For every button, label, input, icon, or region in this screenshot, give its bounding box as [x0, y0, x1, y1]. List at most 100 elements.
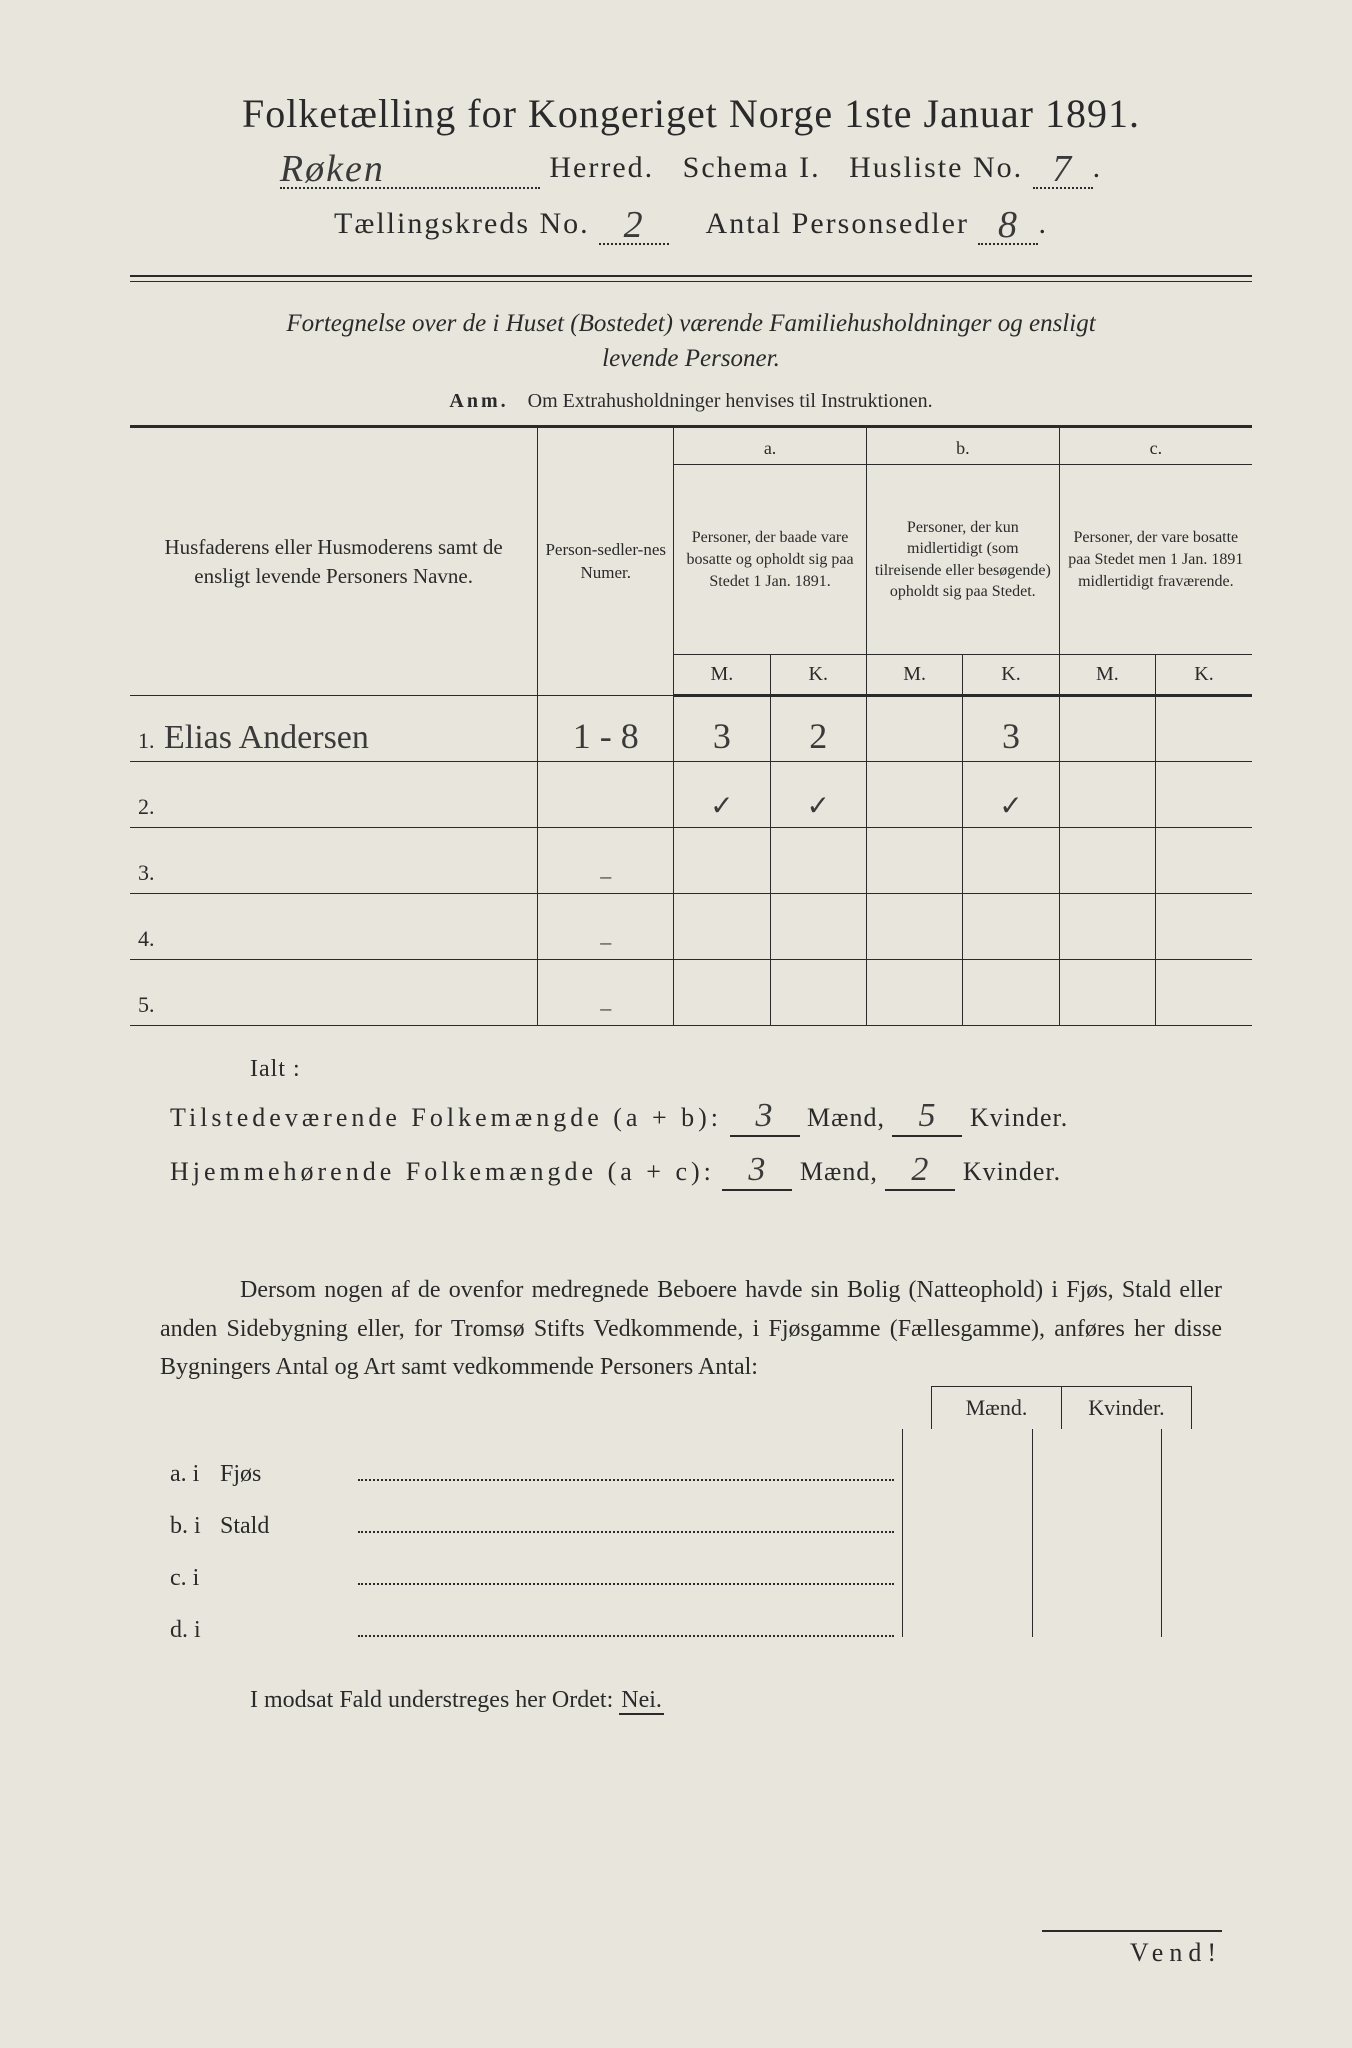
side-row: b. iStald — [160, 1481, 1222, 1533]
personsedler-value: 8 — [998, 204, 1019, 246]
summary1-label: Tilstedeværende Folkemængde (a + b): — [170, 1103, 722, 1132]
col-b-text: Personer, der kun midlertidigt (som tilr… — [866, 465, 1059, 655]
table-cell — [1156, 696, 1252, 762]
row-number: 1. — [138, 728, 164, 754]
personsedler-label: Antal Personsedler — [706, 207, 969, 240]
kreds-label: Tællingskreds No. — [334, 207, 590, 240]
side-cell-m — [902, 1585, 1032, 1637]
summary1-k: 5 — [918, 1097, 936, 1134]
row-number: 4. — [138, 926, 164, 952]
table-cell — [674, 960, 770, 1026]
side-cell-k — [1032, 1533, 1162, 1585]
row-number: 5. — [138, 992, 164, 1018]
side-row: d. i — [160, 1585, 1222, 1637]
summary2-k: 2 — [911, 1151, 929, 1188]
table-cell — [1156, 762, 1252, 828]
col-c-m: M. — [1059, 655, 1155, 696]
col-a-k: K. — [770, 655, 866, 696]
kreds-value: 2 — [624, 204, 645, 246]
census-table: Husfaderens eller Husmoderens samt de en… — [130, 425, 1252, 1026]
table-cell — [866, 696, 962, 762]
paragraph: Dersom nogen af de ovenfor medregnede Be… — [130, 1271, 1252, 1386]
table-cell: – — [538, 960, 674, 1026]
side-row-lab: b. i — [160, 1513, 220, 1540]
document-page: Folketælling for Kongeriget Norge 1ste J… — [0, 0, 1352, 2048]
subheading-line2: levende Personer. — [602, 345, 780, 372]
annotation-line: Anm. Om Extrahusholdninger henvises til … — [130, 390, 1252, 413]
kvinder-label-2: Kvinder. — [963, 1157, 1061, 1186]
summary1-m-field: 3 — [730, 1097, 800, 1137]
husliste-value: 7 — [1052, 148, 1073, 190]
table-cell — [1059, 894, 1155, 960]
side-cell-k — [1032, 1429, 1162, 1481]
table-cell — [963, 960, 1059, 1026]
table-row: 4.– — [130, 894, 1252, 960]
maend-label: Mænd, — [807, 1103, 885, 1132]
table-cell — [866, 828, 962, 894]
table-cell — [770, 960, 866, 1026]
row-number: 3. — [138, 860, 164, 886]
table-cell — [538, 762, 674, 828]
table-cell: 4. — [130, 894, 538, 960]
table-cell — [963, 894, 1059, 960]
side-kvinder-label: Kvinder. — [1062, 1387, 1192, 1429]
nei-word: Nei. — [619, 1687, 664, 1715]
side-row-lab: c. i — [160, 1565, 220, 1592]
side-cell-m — [902, 1429, 1032, 1481]
row-number: 2. — [138, 794, 164, 820]
anm-text: Om Extrahusholdninger henvises til Instr… — [528, 390, 933, 412]
table-cell — [963, 828, 1059, 894]
table-cell — [1156, 894, 1252, 960]
summary2-label: Hjemmehørende Folkemængde (a + c): — [170, 1157, 715, 1186]
table-row: 1.Elias Andersen1 - 8323 — [130, 696, 1252, 762]
table-cell — [1059, 762, 1155, 828]
dotted-line — [358, 1567, 894, 1585]
table-cell — [770, 894, 866, 960]
table-cell: 1.Elias Andersen — [130, 696, 538, 762]
summary-line-2: Hjemmehørende Folkemængde (a + c): 3 Mæn… — [130, 1151, 1252, 1191]
anm-label: Anm. — [449, 390, 508, 412]
table-cell: ✓ — [674, 762, 770, 828]
content-area: Folketælling for Kongeriget Norge 1ste J… — [130, 90, 1252, 1988]
side-cell-m — [902, 1533, 1032, 1585]
table-cell — [866, 762, 962, 828]
table-cell — [770, 828, 866, 894]
side-cell-m — [902, 1481, 1032, 1533]
husliste-field: 7 — [1033, 143, 1093, 189]
header-line-2: Røken Herred. Schema I. Husliste No. 7. — [130, 143, 1252, 189]
table-cell: 3. — [130, 828, 538, 894]
divider — [130, 275, 1252, 282]
table-cell — [674, 894, 770, 960]
schema-label: Schema I. — [683, 151, 821, 184]
side-cell-k — [1032, 1481, 1162, 1533]
table-cell: 1 - 8 — [538, 696, 674, 762]
col-b-m: M. — [866, 655, 962, 696]
side-table-header: Mænd. Kvinder. — [130, 1386, 1252, 1429]
page-title: Folketælling for Kongeriget Norge 1ste J… — [130, 90, 1252, 137]
side-row: c. i — [160, 1533, 1222, 1585]
col-a-text: Personer, der baade vare bosatte og opho… — [674, 465, 867, 655]
vend-label: Vend! — [1042, 1930, 1222, 1968]
kreds-field: 2 — [599, 199, 669, 245]
col-c-text: Personer, der vare bosatte paa Stedet me… — [1059, 465, 1252, 655]
subheading: Fortegnelse over de i Huset (Bostedet) v… — [130, 306, 1252, 376]
table-row: 3.– — [130, 828, 1252, 894]
side-table-rows: a. iFjøsb. iStaldc. id. i — [130, 1429, 1252, 1637]
col-a-m: M. — [674, 655, 770, 696]
side-maend-label: Mænd. — [932, 1387, 1062, 1429]
table-cell: 2. — [130, 762, 538, 828]
table-cell — [674, 828, 770, 894]
col-header-names: Husfaderens eller Husmoderens samt de en… — [130, 427, 538, 696]
row-name: Elias Andersen — [164, 719, 369, 756]
table-cell — [1059, 828, 1155, 894]
paragraph-text: Dersom nogen af de ovenfor medregnede Be… — [160, 1277, 1222, 1380]
table-cell: 2 — [770, 696, 866, 762]
side-row: a. iFjøs — [160, 1429, 1222, 1481]
nei-line: I modsat Fald understreges her Ordet: Ne… — [130, 1687, 1252, 1714]
col-b-k: K. — [963, 655, 1059, 696]
table-cell: ✓ — [963, 762, 1059, 828]
dotted-line — [358, 1515, 894, 1533]
side-row-lab2: Stald — [220, 1513, 350, 1540]
table-cell: ✓ — [770, 762, 866, 828]
summary1-k-field: 5 — [892, 1097, 962, 1137]
